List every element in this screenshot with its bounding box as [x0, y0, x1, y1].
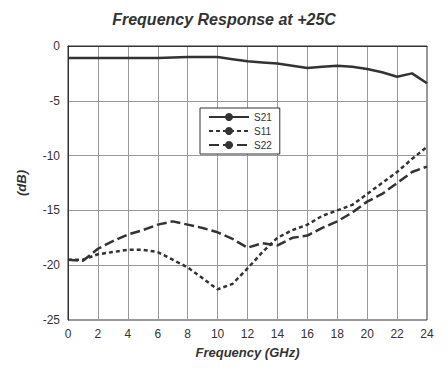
- svg-text:Frequency (GHz): Frequency (GHz): [195, 345, 299, 360]
- svg-text:S21: S21: [254, 112, 272, 123]
- svg-text:0: 0: [65, 327, 72, 341]
- svg-text:18: 18: [331, 327, 345, 341]
- svg-text:-20: -20: [43, 258, 61, 272]
- svg-text:22: 22: [390, 327, 404, 341]
- svg-text:S11: S11: [254, 126, 271, 137]
- svg-text:14: 14: [271, 327, 285, 341]
- svg-text:24: 24: [420, 327, 434, 341]
- svg-text:-15: -15: [43, 203, 61, 217]
- svg-text:-25: -25: [43, 313, 61, 327]
- svg-text:-10: -10: [43, 149, 61, 163]
- svg-text:16: 16: [301, 327, 315, 341]
- svg-text:-5: -5: [49, 94, 60, 108]
- svg-text:0: 0: [53, 39, 60, 53]
- svg-text:6: 6: [154, 327, 161, 341]
- svg-text:12: 12: [241, 327, 255, 341]
- svg-text:S22: S22: [254, 140, 272, 151]
- svg-text:20: 20: [360, 327, 374, 341]
- svg-text:8: 8: [184, 327, 191, 341]
- svg-text:(dB): (dB): [14, 170, 29, 196]
- svg-text:10: 10: [211, 327, 225, 341]
- svg-text:4: 4: [124, 327, 131, 341]
- svg-text:2: 2: [95, 327, 102, 341]
- svg-text:Frequency Response at +25C: Frequency Response at +25C: [112, 11, 336, 28]
